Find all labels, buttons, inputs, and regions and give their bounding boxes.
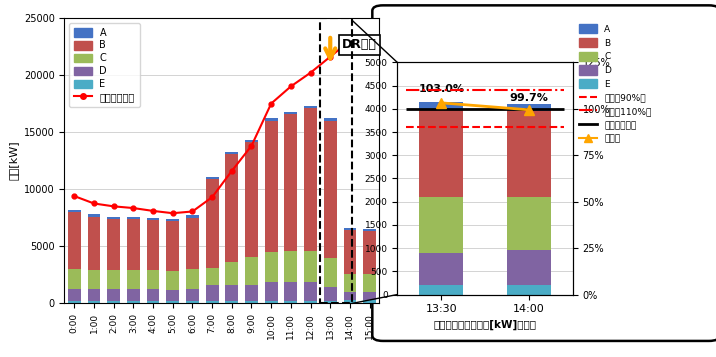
- Bar: [284, 301, 297, 303]
- Bar: [166, 271, 179, 290]
- Bar: [245, 140, 258, 142]
- Bar: [186, 269, 199, 288]
- Bar: [127, 217, 140, 219]
- Bar: [507, 104, 551, 111]
- Bar: [127, 301, 140, 303]
- Bar: [245, 301, 258, 303]
- Bar: [147, 270, 160, 288]
- Bar: [107, 217, 120, 219]
- Bar: [344, 300, 357, 303]
- Bar: [205, 301, 218, 303]
- Bar: [324, 287, 337, 301]
- Bar: [420, 102, 463, 109]
- Bar: [363, 300, 376, 303]
- Bar: [205, 179, 218, 268]
- Bar: [87, 214, 100, 217]
- Legend: A, B, C, D, E, ベースライン: A, B, C, D, E, ベースライン: [69, 23, 140, 107]
- Bar: [107, 270, 120, 288]
- Bar: [304, 282, 317, 301]
- Text: DR発動: DR発動: [342, 39, 377, 51]
- Bar: [265, 121, 278, 252]
- Text: 99.7%: 99.7%: [510, 93, 548, 103]
- Bar: [68, 269, 81, 288]
- Bar: [68, 288, 81, 301]
- Bar: [205, 268, 218, 285]
- Bar: [186, 216, 199, 218]
- Bar: [304, 251, 317, 282]
- Bar: [507, 251, 551, 285]
- Bar: [321, 18, 352, 303]
- Bar: [304, 108, 317, 251]
- Bar: [107, 301, 120, 303]
- Bar: [363, 229, 376, 231]
- Bar: [284, 282, 297, 301]
- Bar: [363, 292, 376, 300]
- Bar: [304, 301, 317, 303]
- Bar: [186, 218, 199, 269]
- X-axis label: 各需要家の削減電力[kW]の内訳: 各需要家の削減電力[kW]の内訳: [434, 320, 536, 330]
- Bar: [265, 119, 278, 121]
- Bar: [226, 262, 238, 285]
- Legend: A, B, C, D, E, 下限（90%）, 上限（110%）, 契約ＤＲ容量, 達成率: A, B, C, D, E, 下限（90%）, 上限（110%）, 契約ＤＲ容量…: [577, 22, 654, 146]
- Bar: [166, 221, 179, 271]
- Bar: [147, 301, 160, 303]
- Bar: [186, 301, 199, 303]
- Bar: [324, 121, 337, 258]
- Bar: [304, 106, 317, 108]
- Bar: [87, 301, 100, 303]
- Y-axis label: 電力[kW]: 電力[kW]: [9, 141, 19, 180]
- Bar: [324, 301, 337, 303]
- Bar: [107, 288, 120, 301]
- Bar: [344, 230, 357, 274]
- Bar: [205, 285, 218, 301]
- Bar: [284, 114, 297, 251]
- Bar: [265, 282, 278, 301]
- Bar: [344, 228, 357, 230]
- Bar: [127, 219, 140, 270]
- Bar: [284, 251, 297, 282]
- Text: 103.0%: 103.0%: [418, 84, 464, 94]
- Bar: [226, 285, 238, 301]
- Bar: [107, 219, 120, 270]
- Bar: [205, 177, 218, 179]
- Bar: [68, 210, 81, 212]
- Bar: [245, 142, 258, 257]
- Bar: [420, 109, 463, 197]
- Bar: [344, 292, 357, 300]
- Bar: [284, 111, 297, 114]
- Bar: [420, 285, 463, 295]
- Bar: [127, 270, 140, 288]
- Bar: [186, 288, 199, 301]
- Bar: [363, 274, 376, 292]
- Bar: [87, 288, 100, 301]
- Bar: [324, 119, 337, 121]
- Bar: [87, 217, 100, 270]
- Bar: [68, 212, 81, 269]
- Bar: [265, 301, 278, 303]
- Bar: [245, 285, 258, 301]
- Bar: [265, 252, 278, 282]
- Bar: [420, 197, 463, 253]
- Bar: [147, 288, 160, 301]
- Bar: [166, 219, 179, 221]
- Bar: [507, 111, 551, 197]
- Bar: [147, 218, 160, 220]
- Bar: [226, 154, 238, 262]
- Bar: [68, 301, 81, 303]
- Bar: [507, 285, 551, 295]
- Bar: [245, 257, 258, 285]
- Bar: [147, 220, 160, 270]
- Bar: [87, 270, 100, 288]
- Bar: [166, 290, 179, 301]
- Bar: [507, 197, 551, 251]
- Bar: [324, 258, 337, 287]
- Bar: [127, 288, 140, 301]
- Bar: [226, 301, 238, 303]
- Bar: [166, 301, 179, 303]
- Bar: [226, 151, 238, 154]
- Bar: [363, 231, 376, 274]
- Bar: [344, 274, 357, 292]
- Bar: [420, 253, 463, 285]
